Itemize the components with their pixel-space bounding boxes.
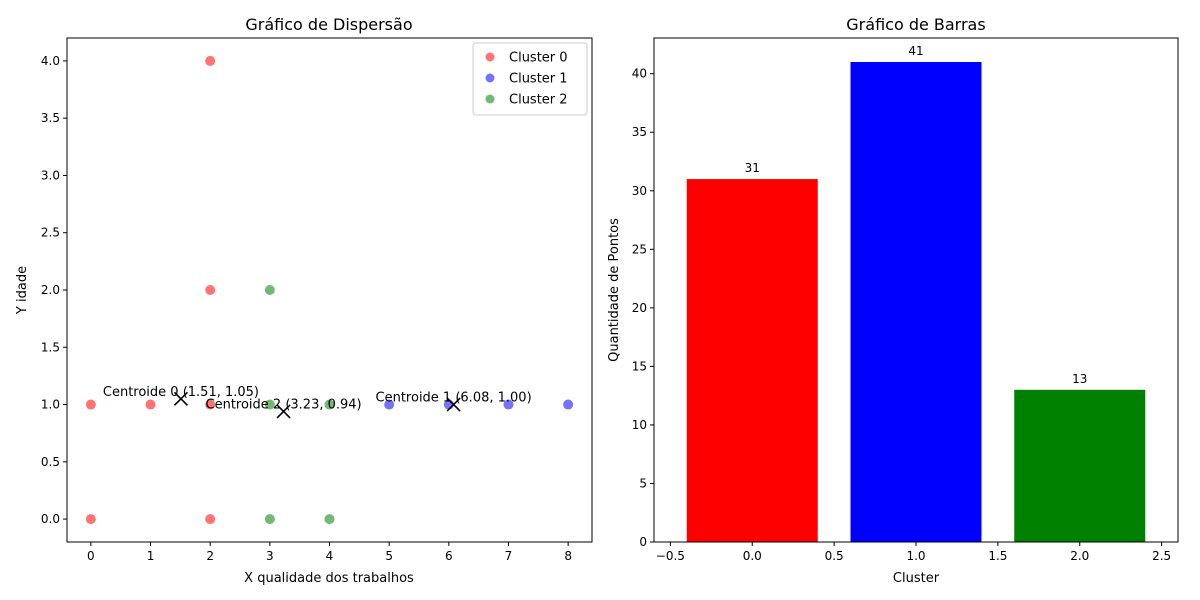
y-tick-label: 0 [639, 535, 647, 549]
scatter-title: Gráfico de Dispersão [245, 15, 412, 34]
y-tick-label: 30 [632, 184, 647, 198]
scatter-point-cluster-2-1 [264, 399, 275, 410]
bar-value-label-2: 13 [1072, 372, 1087, 386]
bar-y-ticks: 0 5 10 15 20 25 30 35 40 [632, 67, 654, 549]
bar-title: Gráfico de Barras [846, 15, 985, 34]
y-tick-label: 15 [632, 359, 647, 373]
scatter-panel: Gráfico de Dispersão Centroide 0 (1.51, … [15, 15, 593, 586]
bar-panel: Gráfico de Barras 31 41 13 −0.5 0.0 0.5 1.0 1.… [607, 15, 1179, 586]
scatter-point-cluster-0-3 [205, 514, 216, 525]
x-tick-label: 1.5 [988, 549, 1007, 563]
y-tick-label: 3.0 [41, 168, 60, 182]
x-tick-label: 8 [564, 549, 572, 563]
y-tick-label: 20 [632, 301, 647, 315]
legend-marker-cluster-1 [485, 73, 495, 83]
scatter-legend: Cluster 0 Cluster 1 Cluster 2 [472, 42, 588, 116]
x-tick-label: 2.5 [1152, 549, 1171, 563]
centroid-x-stroke [446, 397, 461, 412]
scatter-point-cluster-0-1 [85, 399, 96, 410]
centroid-marker-1 [446, 397, 461, 412]
bar-value-label-1: 41 [908, 44, 923, 58]
centroid-label-0: Centroide 0 (1.51, 1.05) [103, 385, 259, 400]
x-tick-label: 0 [87, 549, 95, 563]
x-tick-label: 1 [147, 549, 155, 563]
y-tick-label: 3.5 [41, 111, 60, 125]
scatter-x-ticks: 0 1 2 3 4 5 6 7 8 [87, 542, 572, 563]
legend-entry-label: Cluster 2 [509, 93, 568, 108]
bar-axes-frame [653, 37, 1179, 543]
centroid-label-2: Centroide 2 (3.23, 0.94) [206, 397, 362, 412]
scatter-point-cluster-1-2 [503, 399, 514, 410]
legend-marker-cluster-2 [485, 94, 495, 104]
scatter-point-cluster-1-3 [563, 399, 574, 410]
x-tick-label: −0.5 [656, 549, 685, 563]
scatter-point-cluster-1-0 [384, 399, 395, 410]
scatter-point-cluster-0-5 [205, 285, 216, 295]
scatter-point-cluster-0-0 [85, 514, 96, 525]
legend-entry-label: Cluster 0 [509, 51, 568, 66]
bar-y-axis-label: Quantidade de Pontos [607, 218, 622, 362]
y-tick-label: 40 [632, 67, 647, 81]
scatter-x-axis-label: X qualidade dos trabalhos [244, 571, 414, 586]
centroid-x-stroke [276, 404, 291, 419]
y-tick-label: 2.5 [41, 226, 60, 240]
x-tick-label: 2.0 [1070, 549, 1089, 563]
x-tick-label: 2 [206, 549, 214, 563]
scatter-marks: Centroide 0 (1.51, 1.05) Centroide 1 (6.0… [85, 55, 574, 525]
legend-box [472, 42, 588, 116]
x-tick-label: 0.0 [743, 549, 762, 563]
scatter-point-cluster-0-4 [205, 399, 216, 410]
centroid-x-stroke [173, 391, 189, 406]
scatter-axes-frame [66, 37, 593, 543]
bar-value-label-0: 31 [745, 161, 760, 175]
x-tick-label: 0.5 [825, 549, 844, 563]
centroid-marker-0 [173, 391, 189, 406]
bar-cluster-1 [850, 62, 982, 542]
x-tick-label: 1.0 [906, 549, 925, 563]
bar-cluster-0 [686, 179, 818, 542]
y-tick-label: 5 [639, 476, 647, 490]
scatter-point-cluster-0-6 [205, 55, 216, 66]
bar-x-axis-label: Cluster [893, 571, 940, 586]
bar-x-ticks: −0.5 0.0 0.5 1.0 1.5 2.0 2.5 [656, 542, 1171, 563]
y-tick-label: 0.5 [41, 455, 60, 469]
scatter-y-axis-label: Y idade [15, 266, 30, 315]
y-tick-label: 25 [632, 242, 647, 256]
bar-marks: 31 41 13 [686, 44, 1146, 542]
bar-cluster-2 [1014, 389, 1146, 542]
centroid-marker-2 [276, 404, 291, 419]
centroid-label-1: Centroide 1 (6.08, 1.00) [376, 391, 532, 406]
scatter-y-ticks: 0.0 0.5 1.0 1.5 2.0 2.5 3.0 3.5 4.0 [41, 54, 67, 526]
legend-entry-label: Cluster 1 [509, 72, 568, 87]
x-tick-label: 4 [326, 549, 334, 563]
scatter-point-cluster-2-2 [264, 285, 275, 295]
y-tick-label: 4.0 [41, 54, 60, 68]
x-tick-label: 5 [385, 549, 393, 563]
y-tick-label: 35 [632, 125, 647, 139]
y-tick-label: 0.0 [41, 512, 60, 526]
scatter-point-cluster-2-4 [324, 399, 335, 410]
scatter-point-cluster-2-3 [324, 514, 335, 525]
scatter-point-cluster-0-2 [145, 399, 156, 410]
x-tick-label: 7 [505, 549, 513, 563]
y-tick-label: 1.5 [41, 340, 60, 354]
x-tick-label: 6 [445, 549, 453, 563]
x-tick-label: 3 [266, 549, 274, 563]
scatter-point-cluster-2-0 [264, 514, 275, 525]
y-tick-label: 10 [632, 418, 647, 432]
legend-marker-cluster-0 [485, 52, 495, 62]
y-tick-label: 1.0 [41, 398, 60, 412]
y-tick-label: 2.0 [41, 283, 60, 297]
